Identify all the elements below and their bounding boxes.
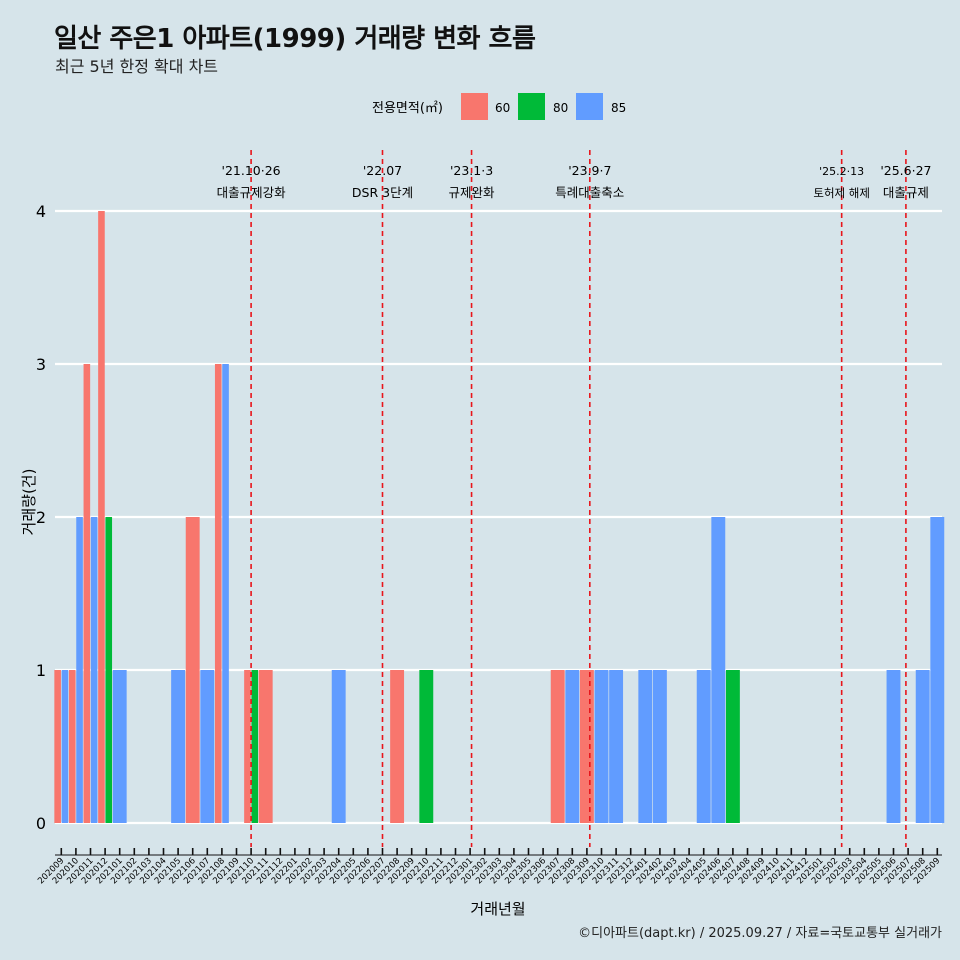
bar-85-202401 bbox=[638, 670, 653, 823]
event-date: '21.10·26 bbox=[222, 163, 281, 178]
y-tick-label: 3 bbox=[36, 355, 46, 374]
bar-85-202310 bbox=[594, 670, 609, 823]
event-label: 특례대출축소 bbox=[555, 185, 624, 200]
bar-85-202107 bbox=[200, 670, 215, 823]
event-lines: '21.10·26 대출규제강화 '22.07 DSR 3단계 '23.1·3 규제완화 '… bbox=[217, 150, 931, 847]
bar-85-202406 bbox=[711, 517, 726, 823]
legend: 전용면적(㎡) 60 80 85 bbox=[372, 93, 626, 120]
bar-80-202407 bbox=[725, 670, 740, 823]
bar-85-202311 bbox=[609, 670, 624, 823]
y-axis-label: 거래량(건) bbox=[20, 469, 38, 536]
event-label: 대출규제 bbox=[883, 185, 929, 200]
event-label: DSR 3단계 bbox=[352, 185, 413, 200]
bar-80-202110 bbox=[251, 670, 259, 823]
x-axis: 2020092020102020112020122021012021022021… bbox=[36, 848, 942, 886]
bar-60-202307 bbox=[550, 670, 565, 823]
legend-swatch-60 bbox=[461, 93, 488, 120]
bars bbox=[54, 211, 945, 823]
bar-60-202009 bbox=[54, 670, 61, 823]
y-axis: 0 1 2 3 4 bbox=[36, 202, 46, 833]
bar-80-202012 bbox=[105, 517, 113, 823]
bar-85-202101 bbox=[112, 670, 127, 823]
y-tick-label: 0 bbox=[36, 814, 46, 833]
y-tick-label: 1 bbox=[36, 661, 46, 680]
bar-85-202508 bbox=[915, 670, 930, 823]
bar-85-202108 bbox=[222, 364, 229, 823]
bar-85-202405 bbox=[696, 670, 711, 823]
legend-title: 전용면적(㎡) bbox=[372, 101, 443, 116]
bar-80-202210 bbox=[419, 670, 434, 823]
legend-swatch-80 bbox=[518, 93, 545, 120]
y-tick-label: 2 bbox=[36, 508, 46, 527]
bar-85-202308 bbox=[565, 670, 580, 823]
x-axis-label: 거래년월 bbox=[470, 900, 525, 918]
legend-swatch-85 bbox=[576, 93, 603, 120]
event-date: '22.07 bbox=[363, 163, 402, 178]
bar-85-202204 bbox=[331, 670, 346, 823]
bar-60-202111 bbox=[258, 670, 273, 823]
event-label: 토허제 해제 bbox=[813, 186, 870, 200]
legend-label-60: 60 bbox=[495, 101, 510, 115]
bar-60-202108 bbox=[214, 364, 222, 823]
chart-title: 일산 주은1 아파트(1999) 거래량 변화 흐름 bbox=[54, 24, 536, 54]
bar-60-202011 bbox=[83, 364, 91, 823]
bar-60-202110 bbox=[244, 670, 251, 823]
bar-60-202012 bbox=[98, 211, 105, 823]
bar-60-202309 bbox=[579, 670, 594, 823]
bar-85-202509 bbox=[930, 517, 945, 823]
y-tick-label: 4 bbox=[36, 202, 46, 221]
bar-85-202011 bbox=[90, 517, 98, 823]
source-caption: ©디아파트(dapt.kr) / 2025.09.27 / 자료=국토교통부 실… bbox=[578, 926, 942, 941]
event-date: '25.6·27 bbox=[880, 163, 931, 178]
bar-85-202009 bbox=[61, 670, 69, 823]
legend-label-80: 80 bbox=[553, 101, 568, 115]
bar-60-202208 bbox=[390, 670, 405, 823]
chart-subtitle: 최근 5년 한정 확대 차트 bbox=[55, 57, 219, 76]
bar-60-202010 bbox=[68, 670, 76, 823]
bar-60-202106 bbox=[185, 517, 200, 823]
bar-85-202402 bbox=[652, 670, 667, 823]
legend-label-85: 85 bbox=[611, 101, 626, 115]
bar-85-202010 bbox=[76, 517, 83, 823]
event-date: '23.1·3 bbox=[450, 163, 493, 178]
event-label: 대출규제강화 bbox=[217, 185, 287, 200]
bar-85-202506 bbox=[886, 670, 901, 823]
event-date: '25.2·13 bbox=[819, 165, 864, 178]
bar-85-202105 bbox=[171, 670, 186, 823]
event-date: '23.9·7 bbox=[568, 163, 611, 178]
event-label: 규제완화 bbox=[449, 185, 496, 200]
